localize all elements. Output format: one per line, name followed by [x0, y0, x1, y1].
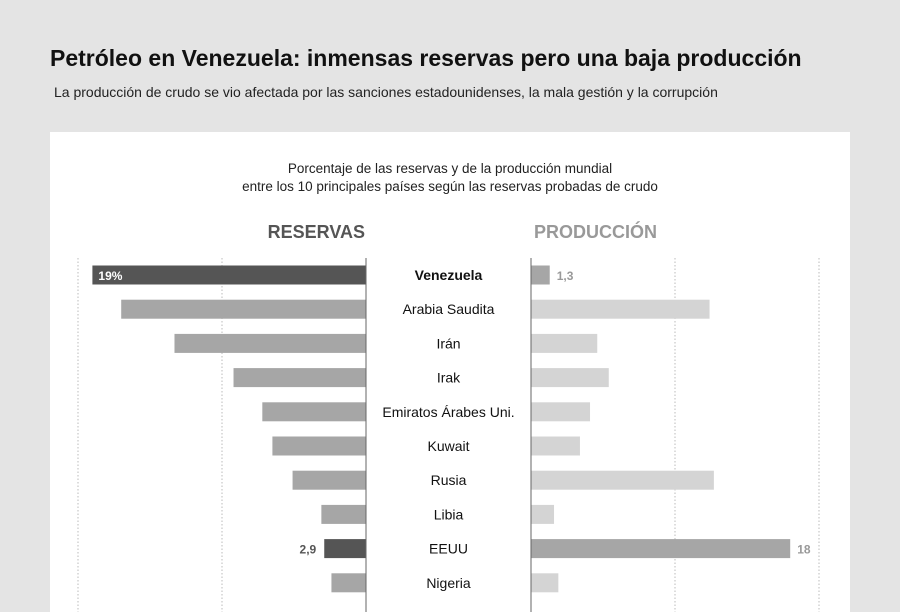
bar-production — [531, 368, 609, 388]
category-label: EEUU — [429, 541, 468, 557]
bar-reserves — [262, 402, 366, 422]
series-header-production: PRODUCCIÓN — [534, 221, 657, 242]
bar-reserves — [321, 504, 366, 524]
category-label: Rusia — [431, 472, 467, 488]
category-label: Emiratos Árabes Uni. — [382, 404, 514, 420]
series-header-reserves: RESERVAS — [268, 222, 365, 242]
bar-production — [531, 402, 591, 422]
category-label: Venezuela — [415, 267, 483, 283]
category-label: Irak — [437, 370, 461, 386]
bar-reserves — [174, 333, 366, 353]
chart-title: Porcentaje de las reservas y de la produ… — [50, 160, 850, 196]
bar-reserves — [324, 539, 366, 559]
bar-reserves — [292, 470, 366, 490]
category-label: Libia — [434, 506, 464, 522]
category-label: Kuwait — [427, 438, 469, 454]
page-title: Petróleo en Venezuela: inmensas reservas… — [50, 45, 802, 71]
bar-production — [531, 436, 580, 456]
bar-reserves — [121, 299, 366, 319]
data-label-production: 1,3 — [557, 269, 574, 283]
data-label-reserves: 2,9 — [300, 543, 317, 557]
category-label: Nigeria — [426, 575, 471, 591]
page-subtitle: La producción de crudo se vio afectada p… — [54, 84, 718, 100]
bar-reserves — [272, 436, 366, 456]
category-label: Arabia Saudita — [403, 301, 495, 317]
bar-production — [531, 539, 791, 559]
chart-title-line-2: entre los 10 principales países según la… — [242, 179, 658, 194]
chart-title-line-1: Porcentaje de las reservas y de la produ… — [287, 161, 613, 176]
bar-production — [531, 573, 559, 593]
category-label: Irán — [436, 335, 460, 351]
bar-reserves — [233, 368, 366, 388]
data-label-reserves: 19% — [98, 269, 122, 283]
bar-production — [531, 333, 598, 353]
bar-production — [531, 470, 714, 490]
bar-production — [531, 265, 550, 285]
bar-reserves — [92, 265, 367, 285]
bar-production — [531, 299, 710, 319]
bar-reserves — [331, 573, 366, 593]
chart-card: Porcentaje de las reservas y de la produ… — [50, 132, 850, 612]
butterfly-chart: RESERVAS PRODUCCIÓN Venezuela 19% 1,3 Arabia … — [77, 221, 820, 612]
bar-production — [531, 504, 555, 524]
data-label-production: 18 — [797, 543, 811, 557]
